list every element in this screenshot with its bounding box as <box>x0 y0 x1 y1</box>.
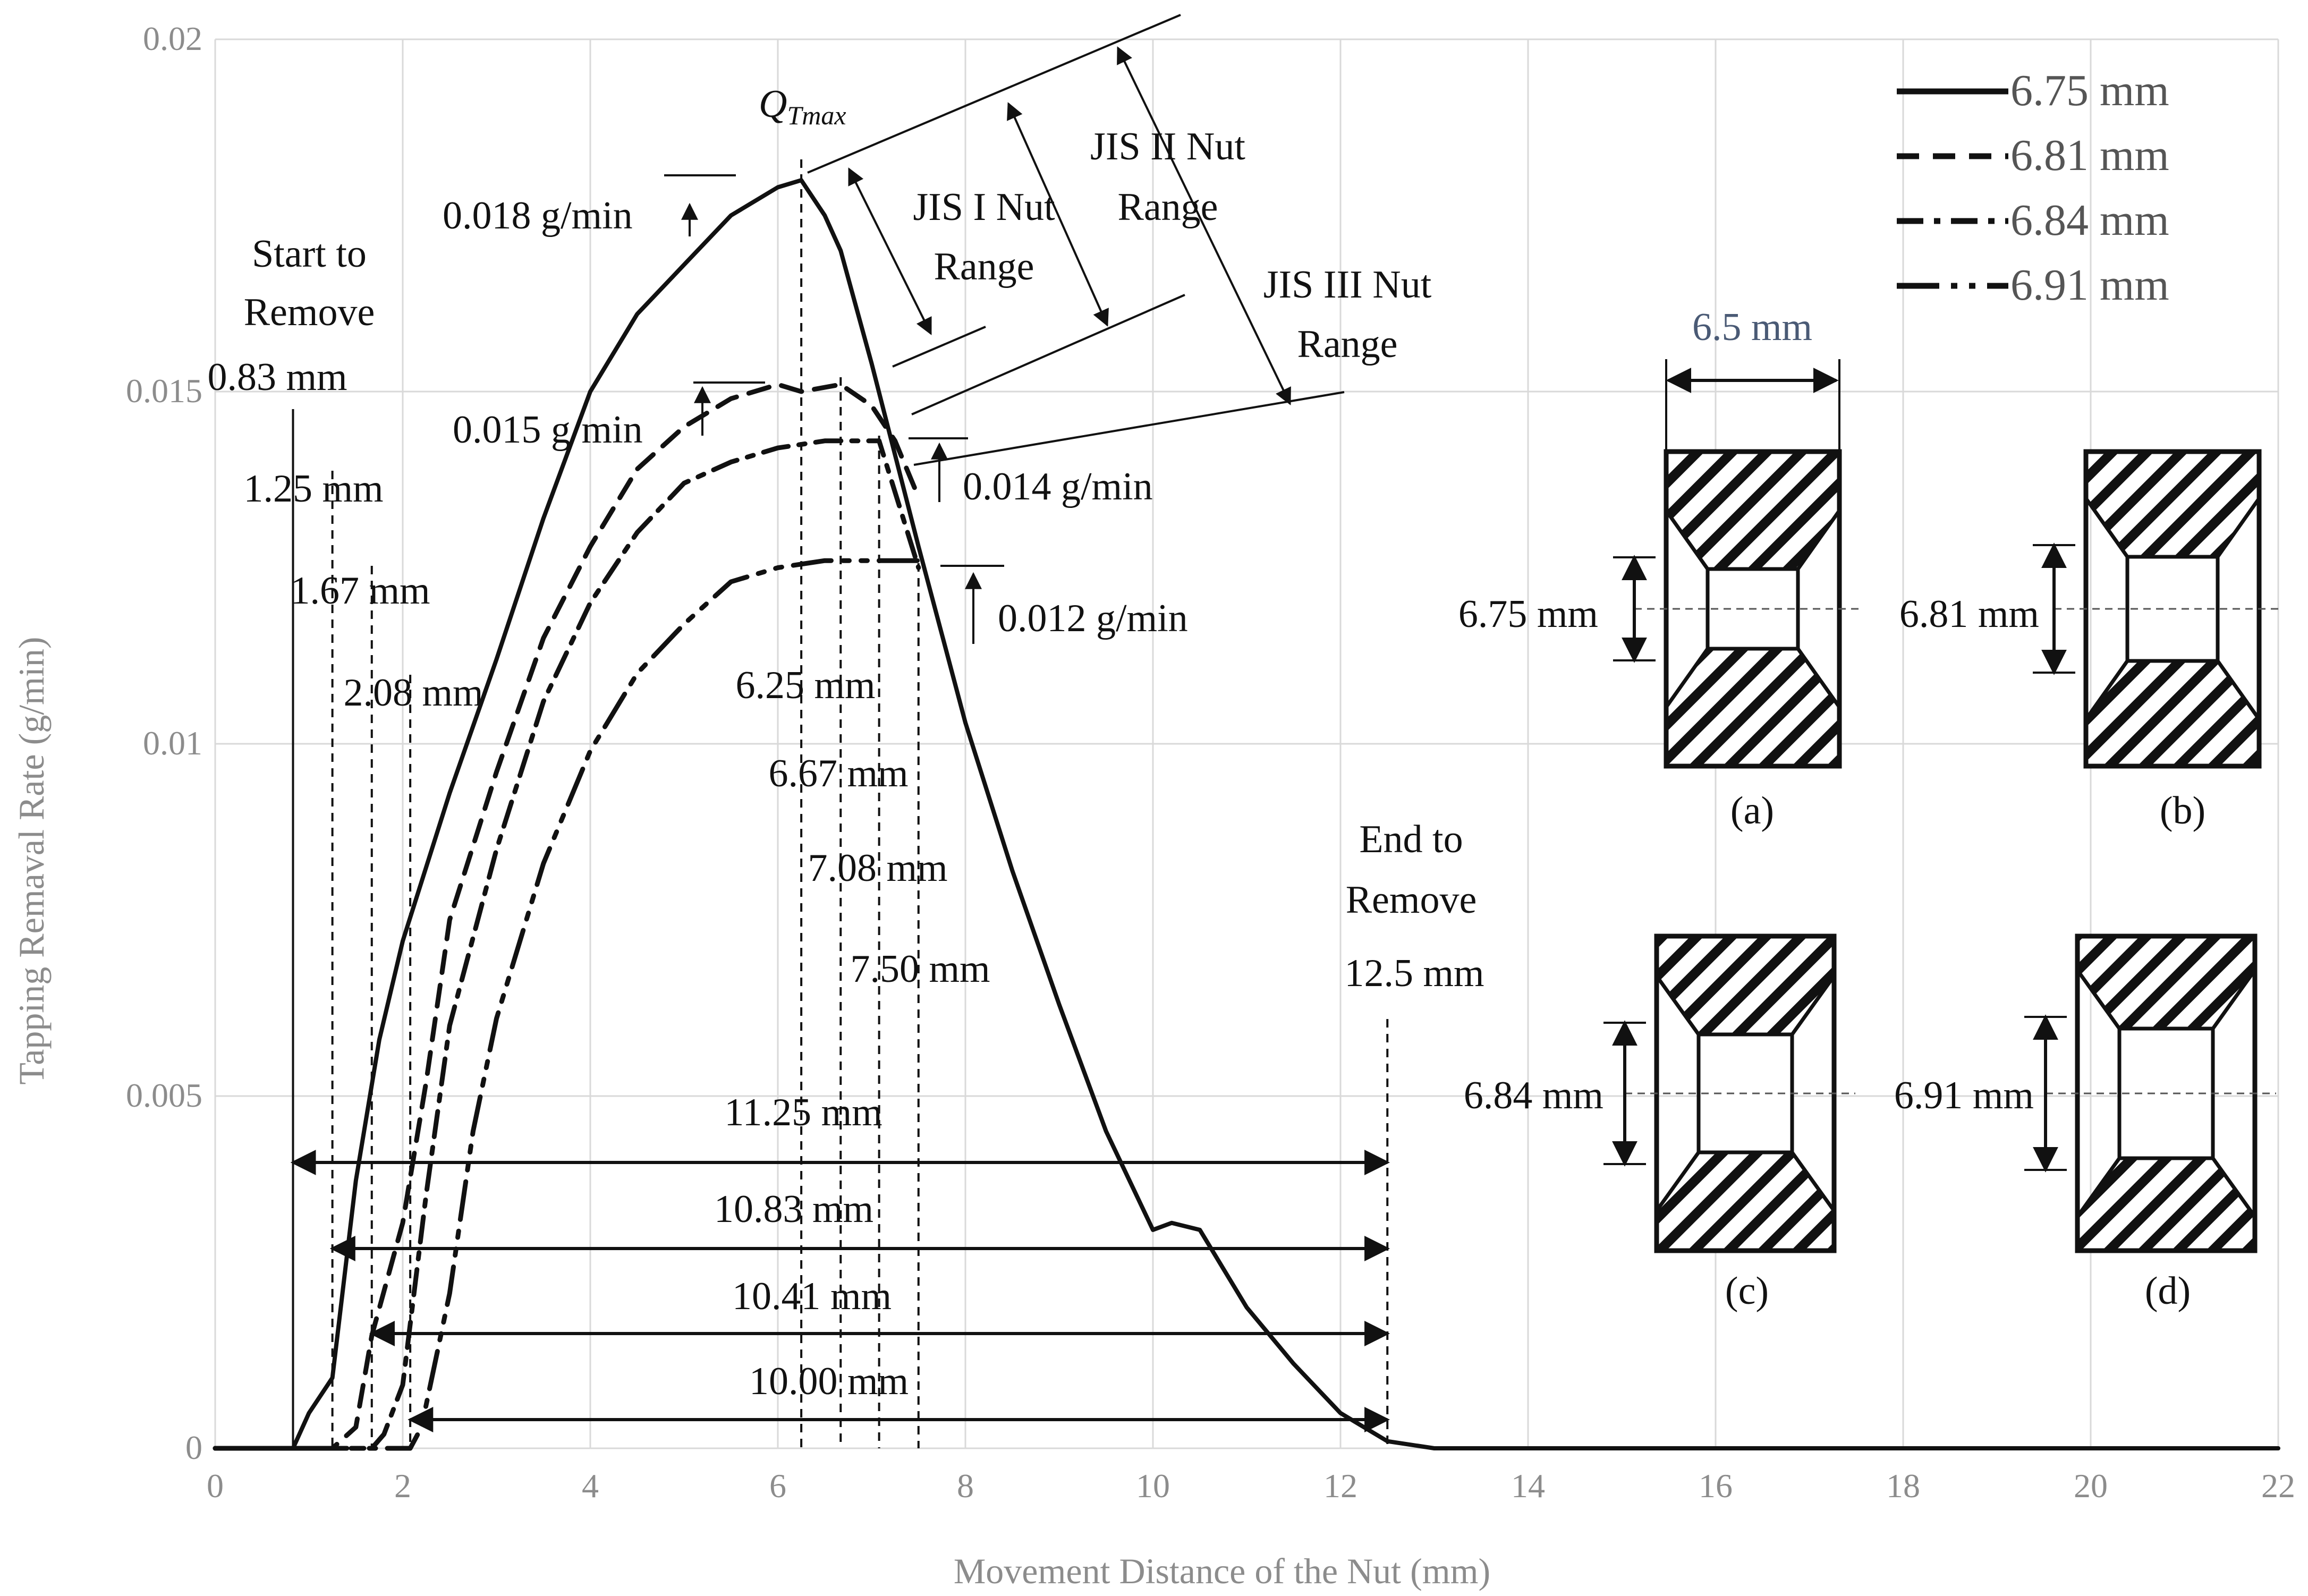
span-label-1000: 10.00 mm <box>749 1360 909 1403</box>
series-line-6-84-mm <box>213 438 921 1451</box>
mid-label-708: 7.08 mm <box>808 846 947 890</box>
mid-label-750: 7.50 mm <box>850 947 990 991</box>
jis2-label-line2: Range <box>1117 185 1218 229</box>
y-tick-label: 0.01 <box>143 724 202 762</box>
x-tick-label: 14 <box>1511 1467 1545 1505</box>
nut-d-caption: (d) <box>2145 1269 2191 1313</box>
nut-cross-sections <box>1603 359 2280 1253</box>
start-label-line1: Start to <box>252 232 367 276</box>
nut-width-label: 6.5 mm <box>1692 305 1812 349</box>
end-label-125: 12.5 mm <box>1344 952 1484 995</box>
jis1-label-line1: JIS I Nut <box>913 185 1055 229</box>
peak-label-0018: 0.018 g/min <box>443 194 633 237</box>
peak-label-0015: 0.015 g/min <box>453 408 643 452</box>
nut-a-caption: (a) <box>1730 789 1774 833</box>
series-curves <box>213 178 2280 1451</box>
legend-label-6-81: 6.81 mm <box>2010 131 2169 180</box>
legend-label-6-75: 6.75 mm <box>2010 66 2169 115</box>
annotation-guides <box>292 14 1389 1448</box>
x-tick-label: 12 <box>1323 1467 1357 1505</box>
x-axis-title: Movement Distance of the Nut (mm) <box>954 1551 1490 1591</box>
start-label-167: 1.67 mm <box>290 569 430 613</box>
y-axis-ticks: 0 0.005 0.01 0.015 0.02 <box>126 20 202 1466</box>
x-tick-label: 10 <box>1136 1467 1170 1505</box>
jis3-label-line1: JIS III Nut <box>1263 263 1432 307</box>
jis3-label-line2: Range <box>1297 322 1397 366</box>
mid-label-667: 6.67 mm <box>768 752 908 795</box>
y-axis-title: Tapping Remaval Rate (g/min) <box>11 636 52 1084</box>
nut-b-dimension: 6.81 mm <box>1899 592 2039 636</box>
end-label-line1: End to <box>1359 818 1463 861</box>
jis-boundary-line <box>913 391 1345 466</box>
x-axis-ticks: 0 2 4 6 8 10 12 14 16 18 20 22 <box>207 1467 2295 1505</box>
span-label-1083: 10.83 mm <box>714 1187 873 1231</box>
plot-gridlines <box>214 38 2279 1449</box>
y-tick-label: 0.02 <box>143 20 202 57</box>
jis-boundary-line <box>807 14 1181 174</box>
span-label-1041: 10.41 mm <box>732 1275 892 1318</box>
legend: 6.75 mm 6.81 mm 6.84 mm 6.91 mm <box>1897 66 2169 310</box>
nut-diagram-d <box>2024 933 2276 1253</box>
jis-range-arrow <box>848 167 932 335</box>
span-arrows <box>290 1150 1390 1432</box>
peak-label-0014: 0.014 g/min <box>963 465 1153 508</box>
jis-boundary-line <box>892 326 986 368</box>
jis-range-arrow <box>1117 46 1291 405</box>
start-label-208: 2.08 mm <box>343 671 483 715</box>
nut-c-caption: (c) <box>1725 1269 1769 1313</box>
nut-diagram-a <box>1613 449 1861 769</box>
qtmax-label: QTmax <box>759 82 846 130</box>
legend-label-6-91: 6.91 mm <box>2010 260 2169 310</box>
jis-boundary-line <box>911 294 1185 415</box>
x-tick-label: 22 <box>2261 1467 2295 1505</box>
x-tick-label: 0 <box>207 1467 224 1505</box>
legend-label-6-84: 6.84 mm <box>2010 196 2169 245</box>
jis-range-arrow <box>1007 102 1109 327</box>
nut-b-caption: (b) <box>2160 789 2205 833</box>
nut-diagram-c <box>1603 933 1855 1253</box>
series-line-6-75-mm <box>213 178 2280 1450</box>
x-tick-label: 18 <box>1886 1467 1920 1505</box>
start-label-083: 0.83 mm <box>207 355 347 399</box>
span-label-1125: 11.25 mm <box>724 1091 882 1134</box>
nut-d-dimension: 6.91 mm <box>1894 1074 2034 1117</box>
peak-label-0012: 0.012 g/min <box>998 597 1188 640</box>
x-tick-label: 2 <box>394 1467 411 1505</box>
y-tick-label: 0.005 <box>126 1076 202 1114</box>
start-label-125: 1.25 mm <box>243 467 383 511</box>
y-tick-label: 0 <box>185 1429 202 1466</box>
nut-a-dimension: 6.75 mm <box>1458 592 1598 636</box>
y-tick-label: 0.015 <box>126 372 202 410</box>
start-label-line2: Remove <box>244 291 375 334</box>
x-tick-label: 20 <box>2074 1467 2108 1505</box>
x-tick-label: 16 <box>1699 1467 1733 1505</box>
mid-label-625: 6.25 mm <box>735 664 875 707</box>
jis2-label-line1: JIS II Nut <box>1090 125 1245 168</box>
x-tick-label: 6 <box>769 1467 786 1505</box>
end-label-line2: Remove <box>1346 878 1477 922</box>
series-line-6-91-mm <box>213 558 921 1451</box>
x-tick-label: 8 <box>957 1467 974 1505</box>
nut-diagram-b <box>2033 449 2280 769</box>
jis1-label-line2: Range <box>934 245 1034 288</box>
nut-c-dimension: 6.84 mm <box>1464 1074 1603 1117</box>
x-tick-label: 4 <box>582 1467 599 1505</box>
